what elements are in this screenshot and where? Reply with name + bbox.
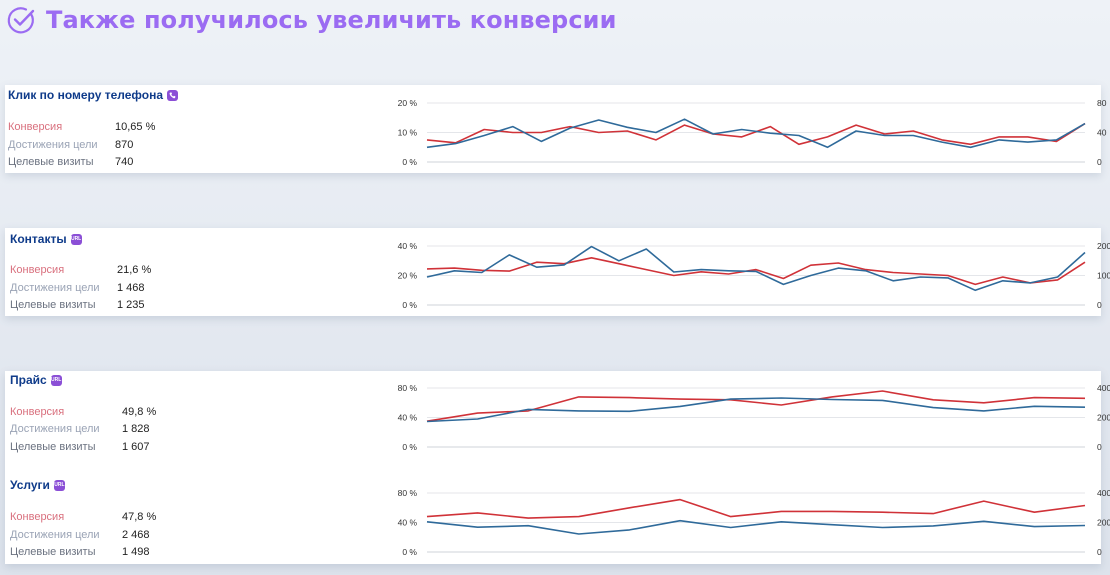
goal-title: Клик по номеру телефона (8, 88, 179, 102)
visits-label: Целевые визиты (10, 441, 96, 453)
achievements-value: 2 468 (122, 529, 150, 541)
conversion-value: 21,6 % (117, 264, 152, 276)
conversion-series-line (426, 390, 1086, 422)
goal-title-text: Клик по номеру телефона (8, 88, 164, 102)
goal-contacts: Контакты URL Конверсия 21,6 % Достижения… (0, 228, 1096, 316)
achievements-value: 1 468 (117, 282, 145, 294)
conversion-series-line (426, 498, 1086, 519)
left-tick-label: 0 % (402, 442, 417, 452)
visits-label: Целевые визиты (10, 299, 96, 311)
right-tick-label: 0 (1097, 300, 1102, 310)
visits-series-line (426, 245, 1086, 292)
achievements-label: Достижения цели (8, 139, 98, 151)
left-tick-label: 20 % (398, 271, 418, 281)
left-tick-label: 40 % (398, 413, 418, 423)
goal-title-text: Прайс (10, 373, 47, 387)
goal-price: Прайс URL Конверсия 49,8 % Достижения це… (0, 371, 1096, 466)
conversion-series-line (426, 256, 1086, 286)
chart-services: 80 % 40 % 0 % 400 200 0 (398, 488, 1110, 557)
achievements-label: Достижения цели (10, 282, 100, 294)
right-tick-label: 100 (1097, 271, 1110, 281)
achievements-label: Достижения цели (10, 423, 100, 435)
visits-value: 1 607 (122, 441, 150, 453)
achievements-value: 870 (115, 139, 134, 151)
chart-contacts: 40 % 20 % 0 % 200 100 0 (398, 241, 1110, 310)
left-tick-label: 0 % (402, 157, 417, 167)
left-tick-label: 80 % (398, 488, 418, 498)
goal-panel-price-services (5, 371, 1101, 564)
goal-title: Услуги URL (10, 478, 65, 492)
conversion-label: Конверсия (8, 121, 63, 133)
right-tick-label: 200 (1097, 241, 1110, 251)
url-badge-icon: URL (53, 479, 65, 491)
conversion-label: Конверсия (10, 264, 65, 276)
conversion-value: 49,8 % (122, 406, 157, 418)
left-tick-label: 0 % (402, 547, 417, 557)
goal-panel-contacts (5, 228, 1101, 316)
conversion-label: Конверсия (10, 406, 65, 418)
goal-phone: Клик по номеру телефона Конверсия 10,65 … (0, 85, 1096, 173)
goal-title: Контакты URL (10, 232, 82, 246)
left-tick-label: 40 % (398, 518, 418, 528)
goal-title-text: Услуги (10, 478, 50, 492)
right-tick-label: 80 (1097, 98, 1107, 108)
visits-series-line (426, 397, 1086, 423)
right-tick-label: 200 (1097, 413, 1110, 423)
chart-price: 80 % 40 % 0 % 400 200 0 (398, 383, 1110, 452)
right-tick-label: 0 (1097, 547, 1102, 557)
right-tick-label: 0 (1097, 442, 1102, 452)
visits-series-line (426, 118, 1086, 149)
checkmark-circle-icon (7, 7, 35, 34)
conversion-label: Конверсия (10, 511, 65, 523)
goal-panel-phone (5, 85, 1101, 173)
achievements-label: Достижения цели (10, 529, 100, 541)
goal-title-text: Контакты (10, 232, 67, 246)
left-tick-label: 40 % (398, 241, 418, 251)
visits-label: Целевые визиты (10, 546, 96, 558)
right-tick-label: 400 (1097, 383, 1110, 393)
goal-title: Прайс URL (10, 373, 62, 387)
right-tick-label: 40 (1097, 128, 1107, 138)
visits-label: Целевые визиты (8, 156, 94, 168)
right-tick-label: 200 (1097, 518, 1110, 528)
goal-services: Услуги URL Конверсия 47,8 % Достижения ц… (0, 476, 1096, 564)
left-tick-label: 0 % (402, 300, 417, 310)
left-tick-label: 10 % (398, 128, 418, 138)
page-title: Также получилось увеличить конверсии (46, 6, 617, 34)
right-tick-label: 400 (1097, 488, 1110, 498)
left-tick-label: 80 % (398, 383, 418, 393)
conversion-value: 10,65 % (115, 121, 156, 133)
conversion-value: 47,8 % (122, 511, 157, 523)
viber-phone-icon (167, 89, 179, 101)
chart-phone: 20 % 10 % 0 % 80 40 0 (398, 98, 1107, 167)
url-badge-icon: URL (50, 374, 62, 386)
visits-series-line (426, 519, 1086, 535)
visits-value: 1 498 (122, 546, 150, 558)
right-tick-label: 0 (1097, 157, 1102, 167)
page-header: Также получилось увеличить конверсии (6, 4, 616, 36)
visits-value: 1 235 (117, 299, 145, 311)
left-tick-label: 20 % (398, 98, 418, 108)
achievements-value: 1 828 (122, 423, 150, 435)
url-badge-icon: URL (70, 233, 82, 245)
visits-value: 740 (115, 156, 134, 168)
